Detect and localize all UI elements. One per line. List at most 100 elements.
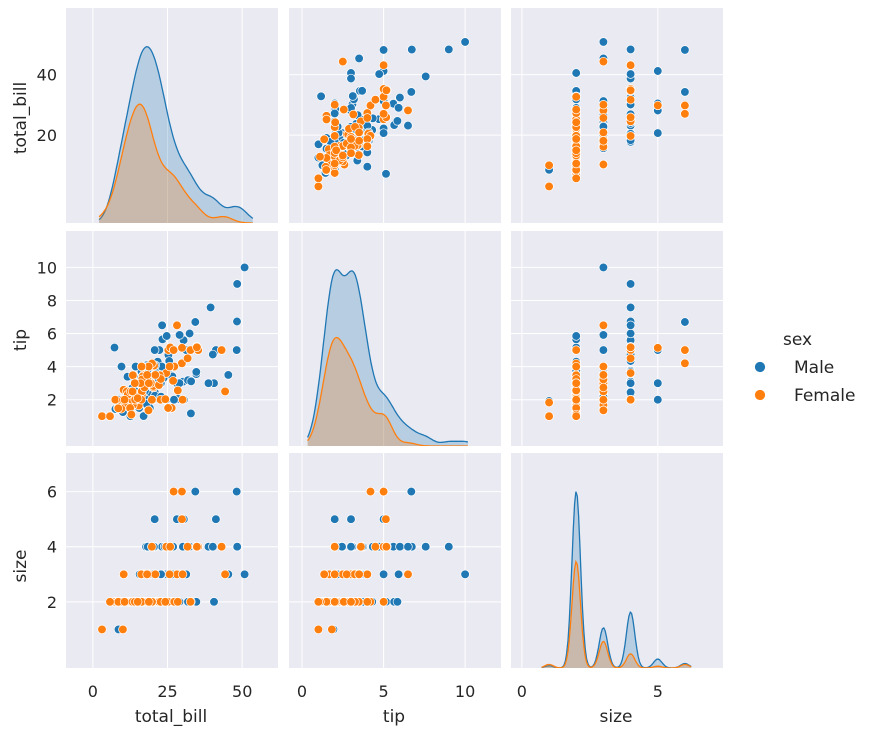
scatter-point-female	[119, 395, 130, 405]
scatter-point-female	[370, 542, 381, 552]
scatter-point-female	[339, 104, 349, 115]
scatter-point-male	[232, 316, 242, 327]
legend-label-female: Female	[794, 386, 855, 406]
scatter-point-male	[625, 378, 636, 388]
row-label-total-bill: total_bill	[11, 82, 31, 154]
panel-marks	[98, 46, 254, 223]
ytick-total_bill: 20	[37, 126, 57, 145]
ytick-tip: 2	[47, 391, 57, 410]
scatter-point-female	[216, 345, 227, 355]
scatter-point-female	[160, 597, 170, 607]
scatter-point-female	[330, 168, 340, 178]
scatter-point-male	[395, 92, 405, 103]
scatter-point-female	[126, 409, 137, 420]
scatter-point-male	[223, 370, 233, 380]
scatter-point-male	[357, 86, 367, 96]
scatter-point-male	[444, 542, 454, 552]
scatter-point-female	[354, 136, 364, 146]
scatter-point-female	[118, 624, 128, 635]
scatter-point-male	[395, 542, 405, 552]
scatter-point-female	[182, 353, 193, 363]
panel-marks	[313, 486, 470, 635]
row-label-size: size	[11, 550, 31, 583]
scatter-point-male	[354, 53, 364, 64]
scatter-point-male	[150, 514, 160, 524]
scatter-point-male	[406, 486, 416, 497]
scatter-point-female	[321, 165, 331, 175]
scatter-point-female	[625, 131, 636, 141]
scatter-point-male	[157, 320, 167, 330]
ytick-size: 4	[47, 538, 57, 557]
scatter-point-female	[571, 134, 581, 144]
scatter-point-female	[544, 181, 554, 192]
scatter-point-female	[598, 100, 609, 110]
scatter-point-female	[571, 361, 581, 372]
scatter-point-female	[330, 100, 340, 110]
scatter-point-female	[150, 569, 160, 579]
scatter-point-male	[239, 262, 250, 273]
scatter-point-male	[460, 569, 470, 579]
scatter-point-female	[625, 85, 636, 95]
scatter-point-female	[571, 411, 581, 421]
legend-label-male: Male	[794, 358, 834, 378]
scatter-point-female	[362, 113, 372, 123]
kde-line-female	[98, 103, 253, 223]
xtick-tip: 5	[379, 682, 389, 701]
kde-line-female	[541, 559, 692, 668]
scatter-point-female	[160, 394, 170, 404]
ytick-tip: 6	[47, 325, 57, 344]
panel-size-vs-total_bill	[66, 453, 278, 668]
scatter-point-female	[313, 624, 324, 635]
scatter-point-female	[625, 353, 636, 363]
scatter-point-male	[232, 279, 242, 289]
scatter-point-female	[330, 542, 340, 552]
scatter-point-male	[421, 542, 431, 552]
scatter-point-female	[680, 345, 690, 355]
scatter-point-male	[392, 116, 403, 126]
scatter-point-female	[177, 514, 187, 524]
scatter-point-female	[173, 597, 183, 607]
scatter-point-female	[173, 385, 183, 396]
panel-background	[511, 8, 723, 223]
scatter-point-female	[378, 60, 389, 70]
scatter-point-female	[365, 486, 376, 497]
scatter-point-male	[393, 569, 404, 579]
scatter-point-male	[208, 349, 218, 360]
col-label-size: size	[600, 707, 633, 727]
scatter-point-female	[571, 158, 581, 169]
scatter-point-female	[362, 597, 372, 607]
scatter-point-female	[544, 160, 554, 170]
panel-total_bill-vs-size	[511, 8, 723, 223]
scatter-point-male	[625, 44, 636, 55]
scatter-point-female	[571, 395, 581, 405]
scatter-point-female	[185, 597, 196, 607]
scatter-point-female	[571, 92, 581, 102]
scatter-point-male	[362, 162, 372, 172]
axis-ticks: 0 25 50 0 5 10 0 5 20 40 2 4 6 8 10 2 4 6	[37, 66, 663, 701]
legend: sex Male Female	[754, 330, 855, 406]
kde-line-male	[98, 46, 254, 221]
scatter-point-female	[598, 56, 609, 67]
scatter-point-male	[680, 317, 690, 327]
scatter-point-male	[625, 302, 636, 313]
scatter-point-female	[128, 370, 138, 380]
scatter-point-female	[142, 569, 152, 579]
scatter-point-female	[172, 320, 182, 330]
scatter-point-female	[378, 109, 389, 119]
scatter-point-female	[319, 569, 329, 579]
panel-background	[511, 231, 723, 446]
panel-marks	[97, 262, 250, 421]
scatter-point-male	[374, 69, 384, 79]
scatter-point-female	[571, 117, 581, 127]
scatter-point-female	[571, 104, 581, 115]
scatter-point-female	[220, 569, 230, 579]
scatter-point-male	[209, 597, 219, 607]
panel-size-vs-tip	[289, 453, 501, 668]
scatter-point-male	[205, 302, 216, 313]
scatter-point-male	[653, 378, 663, 388]
scatter-point-female	[177, 395, 188, 405]
scatter-point-male	[625, 328, 636, 339]
scatter-point-female	[625, 395, 636, 405]
scatter-point-female	[544, 411, 554, 421]
scatter-point-male	[346, 542, 356, 552]
